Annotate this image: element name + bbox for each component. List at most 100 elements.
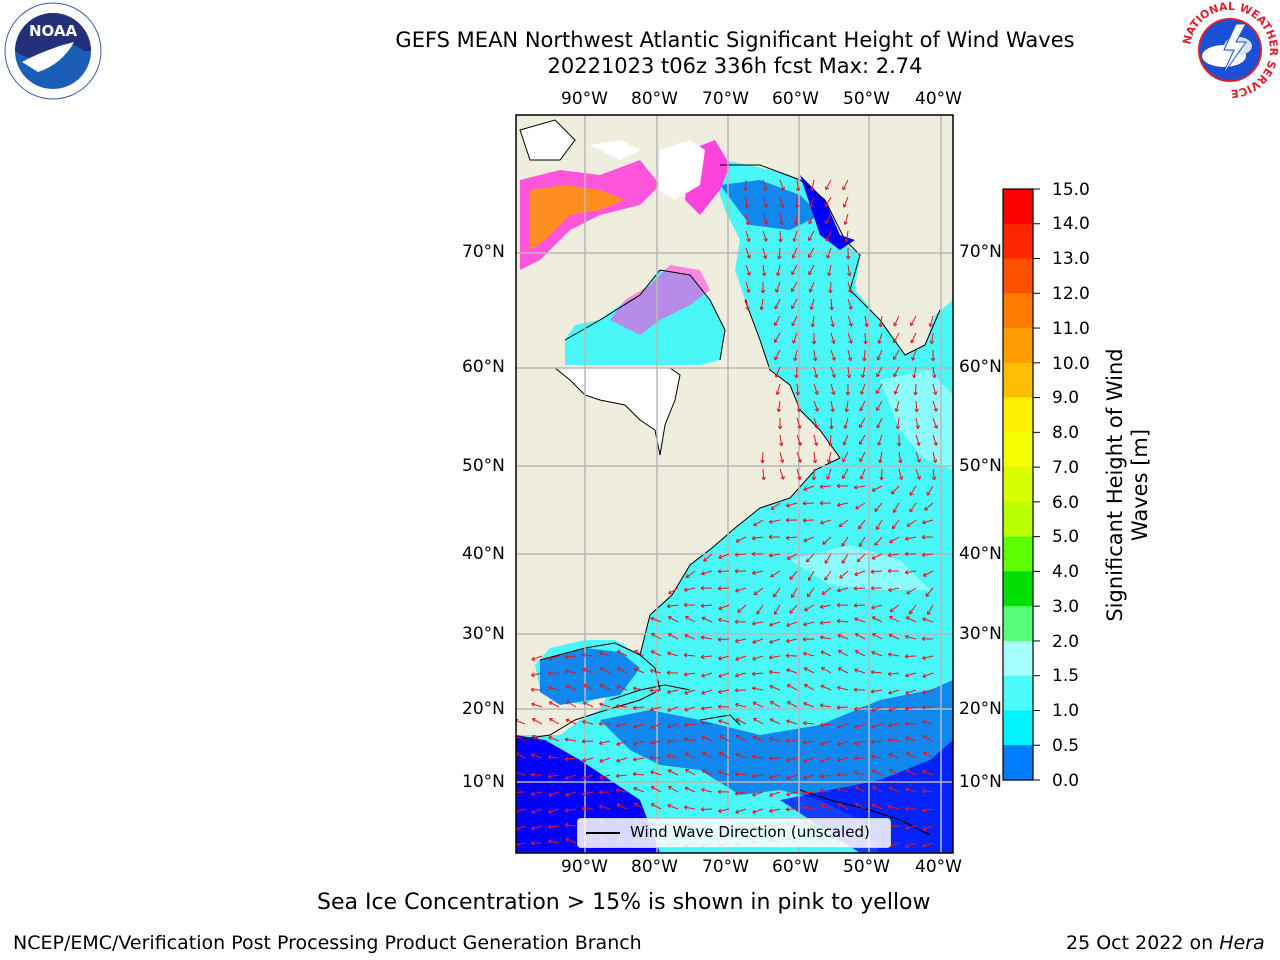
wave-arrow: [599, 703, 611, 708]
wave-arrow: [779, 468, 784, 480]
wave-arrow-head: [745, 221, 750, 226]
wave-arrow-head: [858, 543, 863, 547]
wave-arrow-head: [877, 339, 882, 344]
wave-arrow-head: [819, 774, 824, 779]
wave-arrow: [752, 774, 764, 777]
wave-arrow: [685, 570, 696, 578]
wave-arrow: [813, 434, 818, 446]
wave-arrow: [735, 638, 747, 642]
wave-arrow: [718, 655, 730, 660]
wave-arrow-head: [734, 552, 739, 557]
colorbar-segment: [1003, 432, 1033, 468]
wave-arrow-head: [891, 525, 896, 530]
wave-arrow: [650, 706, 662, 711]
wave-arrow-head: [633, 724, 638, 729]
wave-arrow: [932, 468, 935, 480]
wave-arrow: [830, 349, 836, 361]
wave-arrow-head: [700, 654, 705, 660]
wave-arrow: [909, 604, 917, 615]
wave-arrow-head: [615, 703, 620, 709]
wave-arrow-head: [565, 792, 570, 797]
wave-arrow-head: [803, 684, 808, 688]
wave-arrow-head: [531, 718, 536, 723]
wave-arrow-head: [793, 221, 798, 226]
wave-arrow: [668, 616, 679, 623]
wave-arrow: [752, 621, 764, 625]
wave-arrow-head: [684, 690, 689, 695]
wave-arrow-head: [842, 458, 847, 463]
wave-arrow-head: [547, 754, 552, 760]
wave-arrow: [847, 281, 852, 293]
wave-arrow-head: [870, 669, 875, 675]
wave-arrow-head: [847, 357, 853, 362]
colorbar-segment: [1003, 501, 1033, 538]
wave-arrow-head: [564, 654, 569, 660]
wave-arrow-head: [581, 806, 586, 811]
wave-arrow: [685, 616, 696, 623]
wave-arrow: [795, 366, 798, 379]
legend-label: Wind Wave Direction (unscaled): [630, 823, 870, 841]
wave-arrow-head: [735, 702, 739, 708]
wave-arrow-head: [871, 650, 876, 656]
wave-arrow-head: [924, 506, 929, 511]
wave-arrow: [667, 652, 679, 657]
wave-arrow-head: [836, 705, 841, 710]
wave-arrow: [516, 735, 526, 742]
wave-arrow-head: [922, 617, 927, 622]
wave-arrow: [762, 468, 765, 481]
wave-arrow: [616, 774, 628, 777]
gridlines: [516, 115, 953, 853]
coastline: [516, 457, 841, 741]
wave-arrow: [792, 247, 798, 259]
wave-arrow: [837, 723, 849, 728]
wave-arrow: [932, 400, 937, 412]
wave-arrow: [752, 808, 764, 814]
wave-arrow-head: [859, 441, 863, 445]
wave-arrow-head: [763, 220, 768, 225]
wave-arrow: [804, 604, 815, 612]
wave-arrow-head: [854, 650, 859, 655]
wave-arrow-head: [854, 741, 858, 746]
wave-arrow: [650, 740, 662, 744]
wave-arrow: [871, 723, 883, 728]
wave-arrow-head: [922, 752, 927, 756]
wave-arrow-head: [762, 187, 768, 191]
masked-region-layer: [519, 119, 705, 456]
wave-arrow-head: [768, 736, 773, 742]
wave-arrow: [737, 604, 747, 613]
wave-arrow: [905, 570, 917, 574]
wave-arrow: [854, 771, 866, 776]
wave-arrow-head: [807, 577, 812, 581]
map-frame: [515, 114, 954, 854]
wave-arrow: [905, 825, 917, 830]
wave-arrow-head: [836, 483, 841, 489]
wave-arrow-head: [649, 668, 654, 674]
wave-arrow: [769, 655, 781, 659]
wave-arrow: [786, 553, 798, 560]
wave-arrow-head: [761, 476, 766, 481]
wave-arrow-head: [615, 723, 620, 728]
wave-arrow: [583, 684, 594, 691]
wave-arrow-head: [700, 787, 705, 793]
wave-arrow: [825, 230, 832, 242]
wave-arrow-head: [762, 255, 768, 260]
wave-arrow: [753, 519, 764, 527]
wave-arrow: [791, 587, 798, 598]
wave-arrow: [633, 668, 645, 674]
wave-arrow-head: [859, 475, 864, 480]
wave-arrow: [565, 684, 577, 691]
wave-arrow: [548, 701, 560, 708]
wave-arrow: [812, 315, 815, 327]
wave-arrow-head: [932, 374, 937, 379]
wave-arrow-head: [863, 340, 868, 345]
wave-arrow: [877, 434, 883, 446]
colorbar-tick: 0.0: [1052, 771, 1080, 791]
wave-arrow: [837, 667, 849, 674]
wave-arrow: [876, 366, 883, 377]
wave-arrow-head: [862, 357, 867, 362]
wave-arrow-head: [718, 554, 723, 559]
wave-arrow-head: [581, 791, 586, 796]
wave-arrow: [773, 587, 781, 598]
wave-arrow-head: [650, 707, 654, 712]
lat-label-right-20n: 20°N: [959, 699, 1002, 719]
